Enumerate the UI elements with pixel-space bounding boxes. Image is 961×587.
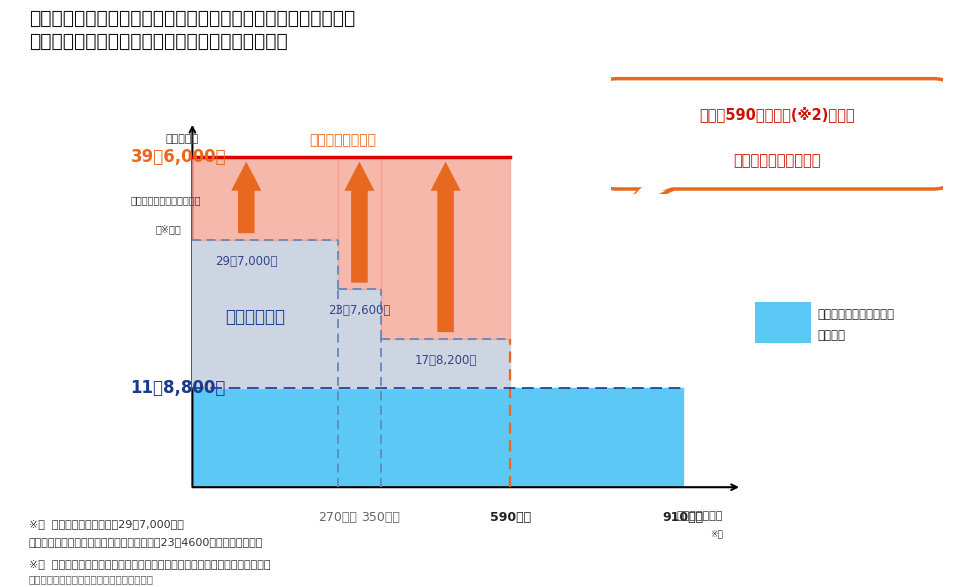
- Text: 350万円: 350万円: [361, 511, 400, 524]
- Polygon shape: [624, 183, 681, 205]
- Polygon shape: [344, 161, 374, 283]
- Text: （※１）: （※１）: [156, 224, 182, 234]
- Text: 現在の支援額: 現在の支援額: [225, 308, 284, 326]
- Text: 29万7,000円: 29万7,000円: [215, 255, 277, 268]
- Polygon shape: [231, 161, 261, 233]
- Text: ※２: ※２: [709, 529, 723, 538]
- Text: 590万円: 590万円: [489, 511, 530, 524]
- Text: 17万8,200円: 17万8,200円: [414, 354, 477, 367]
- FancyBboxPatch shape: [604, 79, 945, 189]
- Text: 上限額が上がります！: 上限額が上がります！: [732, 153, 820, 168]
- Text: （家族構成別の年収目安は裏面下表参照）。: （家族構成別の年収目安は裏面下表参照）。: [29, 574, 154, 584]
- Text: 23万7,600円: 23万7,600円: [328, 304, 390, 318]
- Text: ※２  両親・高校生・中学生の４人家族で、両親の一方が働いている場合の目安: ※２ 両親・高校生・中学生の４人家族で、両親の一方が働いている場合の目安: [29, 559, 270, 569]
- Text: 年収約590万円未満(※2)世帯の: 年収約590万円未満(※2)世帯の: [699, 106, 853, 122]
- Polygon shape: [617, 184, 683, 215]
- Text: ＝公立高校に通う場合の: ＝公立高校に通う場合の: [817, 308, 894, 321]
- Text: 私立高校等に通う生徒への支援が手厚くなります！: 私立高校等に通う生徒への支援が手厚くなります！: [29, 32, 287, 51]
- Text: 39万6,000円: 39万6,000円: [131, 149, 226, 167]
- Text: ※１  私立高校（通信制）は29万7,000円、: ※１ 私立高校（通信制）は29万7,000円、: [29, 519, 184, 529]
- Polygon shape: [431, 161, 460, 332]
- Text: 世帯の年収目安: 世帯の年収目安: [676, 511, 723, 521]
- Text: 高等学校等就学支援金（返還不要の授業料支援）の制度改正で、: 高等学校等就学支援金（返還不要の授業料支援）の制度改正で、: [29, 9, 355, 28]
- Text: 910万円: 910万円: [661, 511, 702, 524]
- Text: 11万8,800円: 11万8,800円: [131, 379, 226, 397]
- Text: 私立高校（全日制）の場合: 私立高校（全日制）の場合: [131, 195, 201, 205]
- Text: 支給上限額: 支給上限額: [165, 134, 198, 144]
- Text: 国公立の高等専門学校（１～３年）は23万4600円が支給上限額。: 国公立の高等専門学校（１～３年）は23万4600円が支給上限額。: [29, 537, 263, 547]
- Text: 支給額: 支給額: [817, 329, 845, 342]
- Bar: [754, 302, 810, 343]
- Text: 引上げ後の支援額: 引上げ後の支援額: [309, 133, 377, 147]
- Text: 270万円: 270万円: [318, 511, 357, 524]
